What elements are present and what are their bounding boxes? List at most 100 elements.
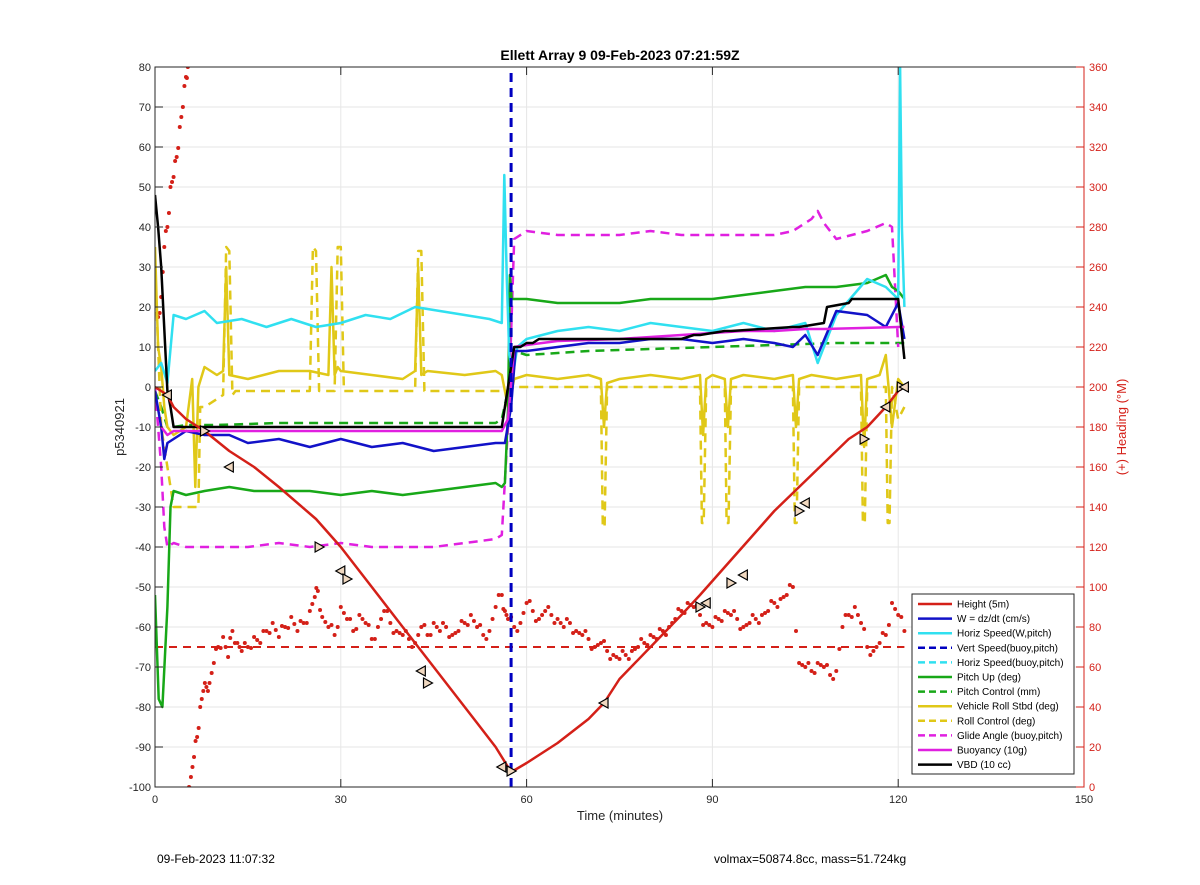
heading-point [809,669,814,673]
height-marker [506,764,518,778]
heading-point [648,633,653,637]
heading-point [626,657,631,661]
heading-point [790,585,795,589]
legend-entry: Vert Speed(buoy,pitch) [957,643,1058,654]
heading-point [580,633,585,637]
heading-point [753,617,758,621]
heading-point [679,609,684,613]
heading-point [722,609,727,613]
heading-point [165,225,170,229]
heading-point [180,105,185,109]
heading-point [354,627,359,631]
heading-point [865,645,870,649]
heading-point [209,671,214,675]
heading-point [645,643,650,647]
heading-point [552,621,557,625]
heading-point [258,641,263,645]
heading-point [741,625,746,629]
heading-point [766,609,771,613]
y-tick-label: -70 [135,662,151,674]
y2-tick-label: 200 [1089,382,1107,394]
heading-point [338,605,343,609]
heading-point [598,641,603,645]
heading-point [747,621,752,625]
y-tick-label: -10 [135,422,151,434]
legend: Height (5m) W = dz/dt (cm/s) Horiz Speed(W… [911,593,1075,775]
heading-point [592,645,597,649]
heading-point [772,601,777,605]
heading-point [323,620,328,624]
heading-point [199,697,204,701]
legend-box [911,593,1075,775]
heading-point [880,631,885,635]
heading-point [437,629,442,633]
heading-point [202,681,207,685]
x-axis-label: Time (minutes) [577,808,663,823]
heading-point [651,635,656,639]
height-marker [314,540,326,554]
heading-point [781,595,786,599]
x-tick-label: 60 [520,794,532,806]
heading-point [450,633,455,637]
heading-point [794,629,799,633]
heading-point [400,633,405,637]
y2-tick-label: 40 [1089,702,1101,714]
height-marker [199,424,211,438]
y-tick-label: -80 [135,702,151,714]
heading-point [698,613,703,617]
heading-point [168,185,173,189]
heading-point [707,623,712,627]
height-marker [161,388,172,402]
heading-point [862,627,867,631]
heading-point [207,681,212,685]
heading-point [623,653,628,657]
y2-tick-label: 20 [1089,742,1101,754]
heading-point [419,625,424,629]
heading-point [725,611,730,615]
heading-point [524,601,529,605]
heading-point [468,613,473,617]
y2-tick-label: 320 [1089,142,1107,154]
heading-point [815,661,820,665]
y-tick-label: -20 [135,462,151,474]
y2-tick-label: 140 [1089,502,1107,514]
heading-point [902,629,907,633]
heading-point [276,635,281,639]
height-marker [223,460,234,474]
y-tick-label: 70 [139,102,151,114]
heading-point [391,631,396,635]
heading-point [577,631,582,635]
heading-point [849,615,854,619]
heading-point [818,663,823,667]
heading-point [549,613,554,617]
heading-point [320,615,325,619]
heading-point [642,641,647,645]
heading-point [496,593,501,597]
footer-timestamp: 09-Feb-2023 11:07:32 [157,852,275,866]
heading-point [375,625,380,629]
height-marker [879,400,891,414]
heading-point [896,613,901,617]
heading-point [301,621,306,625]
heading-point [493,605,498,609]
y2-tick-label: 340 [1089,102,1107,114]
heading-point [605,649,610,653]
y-tick-label: 80 [139,62,151,74]
y-tick-label: -50 [135,582,151,594]
height-marker [422,676,434,690]
heading-point [632,647,637,651]
heading-point [716,617,721,621]
heading-point [190,765,195,769]
heading-point [360,617,365,621]
heading-point [163,229,168,233]
heading-point [304,621,309,625]
heading-point [162,245,167,249]
height-marker [699,596,711,610]
heading-point [456,629,461,633]
heading-point [184,76,189,80]
heading-point [561,625,566,629]
series-line-5 [155,273,906,709]
heading-point [533,619,538,623]
heading-point [379,617,384,621]
